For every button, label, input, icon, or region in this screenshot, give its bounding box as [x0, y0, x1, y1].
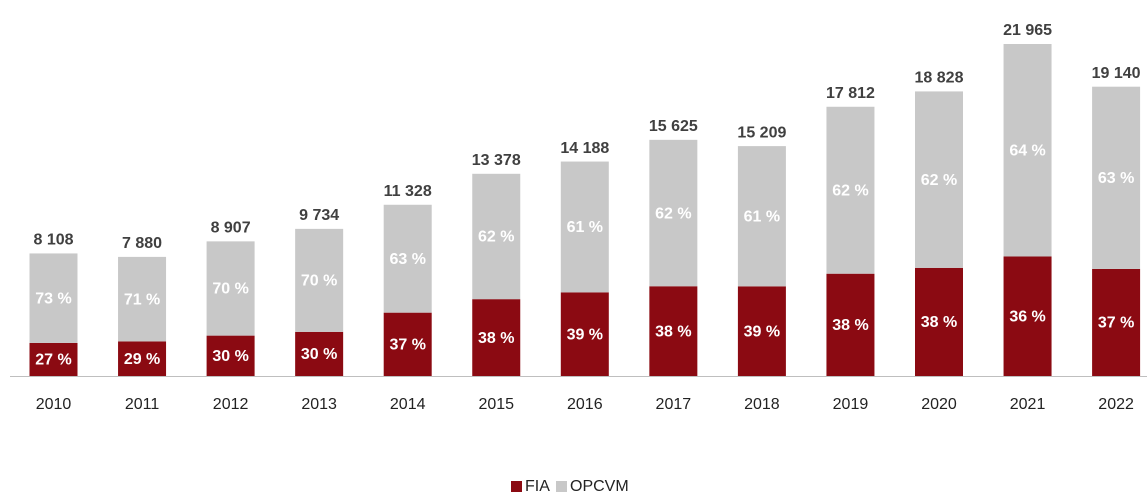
segment-label: 38 %	[832, 317, 868, 334]
x-tick-label: 2020	[921, 396, 957, 413]
bar-segment	[560, 161, 609, 293]
x-tick-label: 2015	[478, 396, 514, 413]
x-tick-label: 2017	[656, 396, 692, 413]
segment-label: 38 %	[921, 314, 957, 331]
segment-label: 36 %	[1009, 308, 1045, 325]
legend-swatch	[511, 481, 522, 492]
segment-label: 37 %	[1098, 315, 1134, 332]
x-tick-label: 2016	[567, 396, 603, 413]
x-tick-label: 2022	[1098, 396, 1134, 413]
x-tick-label: 2012	[213, 396, 249, 413]
bar-segment	[29, 342, 78, 376]
total-label: 8 108	[33, 232, 73, 249]
bar-segment	[915, 91, 963, 268]
segment-label: 30 %	[301, 346, 337, 363]
total-label: 14 188	[560, 140, 609, 157]
segment-label: 71 %	[124, 291, 160, 308]
total-label: 15 209	[737, 124, 786, 141]
legend-label: OPCVM	[570, 478, 629, 493]
segment-label: 70 %	[301, 273, 337, 290]
segment-label: 62 %	[832, 182, 868, 199]
segment-label: 63 %	[1098, 170, 1134, 187]
x-tick-label: 2021	[1010, 396, 1046, 413]
segment-label: 62 %	[921, 172, 957, 189]
segment-label: 61 %	[744, 208, 780, 225]
segment-label: 62 %	[478, 229, 514, 246]
total-label: 11 328	[384, 183, 432, 200]
segment-label: 70 %	[212, 281, 248, 298]
bar-segment	[1003, 256, 1052, 376]
bar-segment	[29, 253, 78, 343]
legend-label: FIA	[525, 478, 550, 493]
segment-label: 38 %	[478, 330, 514, 347]
bar-segment	[737, 146, 786, 287]
total-label: 21 965	[1003, 22, 1052, 39]
segment-label: 29 %	[124, 351, 160, 368]
x-tick-label: 2018	[744, 396, 780, 413]
bar-segment	[826, 273, 875, 376]
segment-label: 38 %	[655, 323, 691, 340]
bar-segment	[472, 299, 521, 376]
bar-segment	[737, 286, 786, 376]
segment-label: 63 %	[389, 251, 425, 268]
bar-segment	[915, 267, 963, 376]
bar-segment	[118, 341, 167, 376]
segment-label: 64 %	[1009, 142, 1045, 159]
total-label: 18 828	[915, 70, 964, 87]
total-label: 9 734	[299, 207, 339, 224]
total-label: 8 907	[211, 220, 251, 237]
segment-label: 30 %	[212, 348, 248, 365]
segment-label: 27 %	[35, 352, 71, 369]
bar-segment	[206, 335, 255, 376]
bar-segment	[206, 241, 255, 336]
bar-segment	[649, 286, 698, 376]
x-tick-label: 2014	[390, 396, 426, 413]
total-label: 19 140	[1092, 65, 1141, 82]
segment-label: 39 %	[567, 326, 603, 343]
bar-segment	[295, 228, 344, 332]
bar-segment	[118, 256, 167, 342]
total-label: 17 812	[826, 85, 875, 102]
segment-label: 73 %	[35, 290, 71, 307]
bar-segment	[560, 292, 609, 376]
bar-segment	[1092, 86, 1141, 269]
total-label: 13 378	[472, 152, 521, 169]
x-tick-label: 2019	[833, 396, 869, 413]
x-tick-label: 2010	[36, 396, 72, 413]
bar-segment	[826, 106, 875, 274]
bar-segment	[295, 331, 344, 376]
bar-segment	[472, 173, 521, 300]
bar-segment	[383, 204, 432, 313]
bar-segment	[1092, 268, 1141, 376]
total-label: 15 625	[649, 118, 698, 135]
total-label: 7 880	[122, 235, 162, 252]
bar-segment	[1003, 44, 1052, 257]
legend-swatch	[556, 481, 567, 492]
bar-segment	[383, 312, 432, 376]
segment-label: 62 %	[655, 205, 691, 222]
segment-label: 39 %	[744, 323, 780, 340]
bar-segment	[649, 139, 698, 287]
segment-label: 61 %	[567, 219, 603, 236]
x-tick-label: 2011	[125, 396, 160, 413]
segment-label: 37 %	[389, 337, 425, 354]
x-tick-label: 2013	[301, 396, 337, 413]
